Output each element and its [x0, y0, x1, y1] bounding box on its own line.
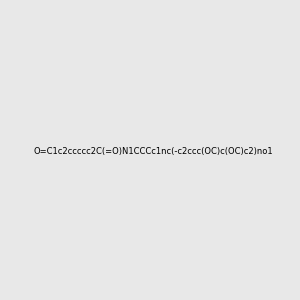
Text: O=C1c2ccccc2C(=O)N1CCCc1nc(-c2ccc(OC)c(OC)c2)no1: O=C1c2ccccc2C(=O)N1CCCc1nc(-c2ccc(OC)c(O… — [34, 147, 274, 156]
